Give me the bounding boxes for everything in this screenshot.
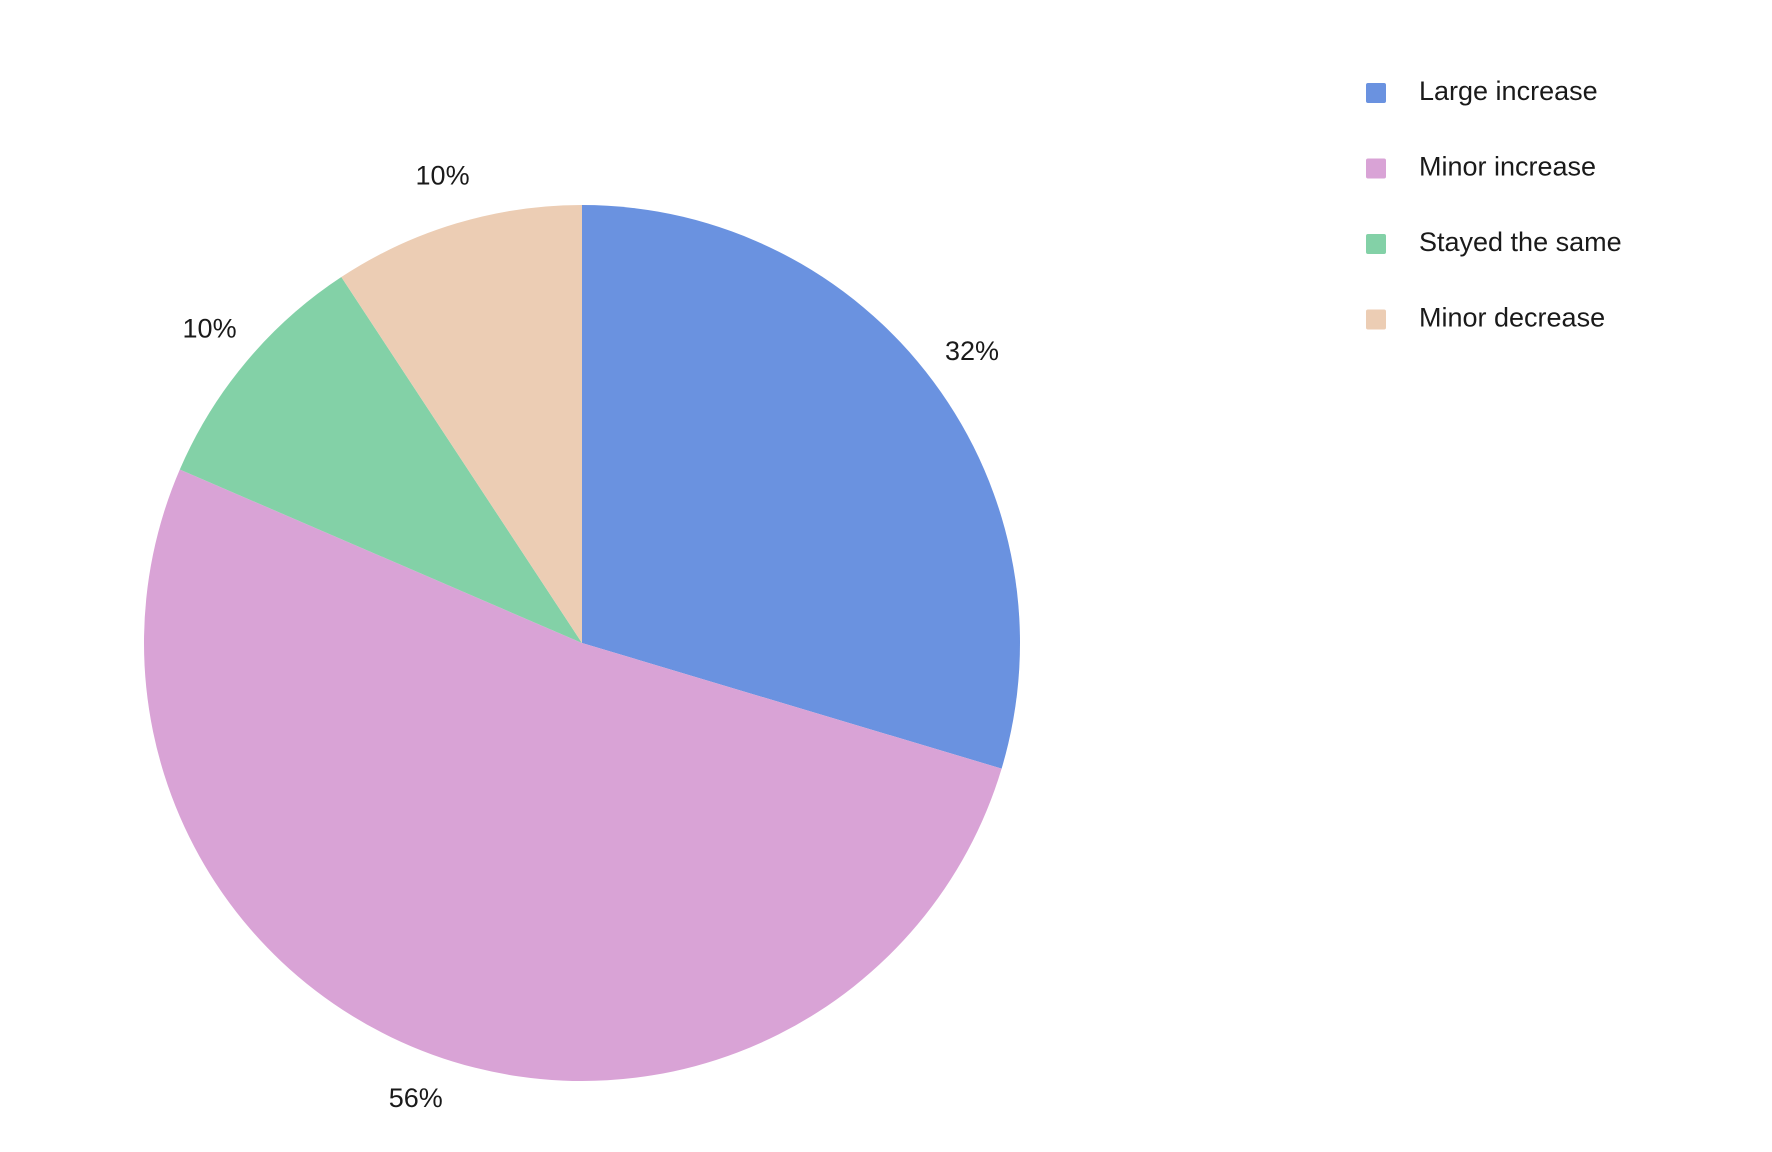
pie-slice — [582, 205, 1020, 769]
pie-slice — [341, 205, 582, 643]
legend-swatch — [1366, 158, 1386, 179]
data-label: 10% — [416, 160, 470, 190]
legend-swatch — [1366, 83, 1386, 103]
pie-slice — [143, 469, 1002, 1082]
data-label: 10% — [183, 314, 237, 344]
legend-swatch — [1366, 309, 1386, 330]
legend-swatch — [1366, 234, 1386, 254]
legend-label: Minor increase — [1419, 152, 1596, 182]
pie-slice — [179, 277, 582, 643]
legend-label: Minor decrease — [1419, 303, 1605, 333]
legend-label: Large increase — [1419, 76, 1598, 106]
data-label: 56% — [389, 1083, 443, 1113]
data-label: 32% — [945, 336, 999, 366]
legend-label: Stayed the same — [1419, 227, 1622, 257]
